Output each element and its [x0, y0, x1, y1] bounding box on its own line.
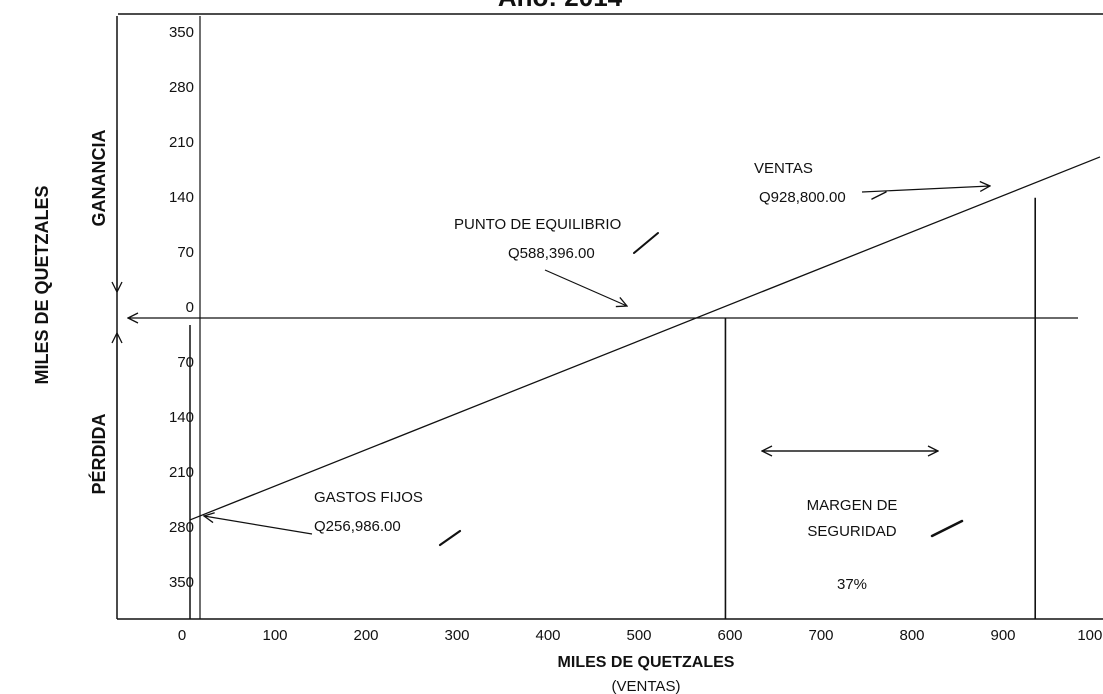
check-mark [438, 529, 462, 547]
x-tick-label: 500 [626, 627, 651, 644]
punto-equilibrio-label: PUNTO DE EQUILIBRIO [454, 216, 621, 233]
perdida-label: PÉRDIDA [88, 413, 109, 494]
x-tick-label: 700 [808, 627, 833, 644]
x-tick-labels: 0 100 200 300 400 500 600 700 800 900 1000 [178, 627, 1103, 644]
x-tick-label: 900 [990, 627, 1015, 644]
ventas-label: VENTAS [754, 160, 813, 177]
y-tick-label: 0 [186, 299, 194, 316]
x-axis-sublabel: (VENTAS) [612, 678, 681, 694]
gastos-fijos-arrow [204, 516, 313, 535]
check-mark [871, 191, 887, 200]
ganancia-label: GANANCIA [89, 130, 109, 227]
x-tick-label: 200 [353, 627, 378, 644]
x-tick-label: 400 [535, 627, 560, 644]
y-tick-label: 280 [169, 79, 194, 96]
punto-equilibrio-value: Q588,396.00 [508, 245, 595, 262]
gastos-fijos-label: GASTOS FIJOS [314, 489, 423, 506]
punto-equilibrio-arrow [544, 269, 627, 306]
y-axis-label: MILES DE QUETZALES [32, 185, 52, 384]
x-tick-label: 300 [444, 627, 469, 644]
y-tick-label: 280 [169, 519, 194, 536]
x-tick-label: 600 [717, 627, 742, 644]
y-tick-label: 70 [177, 244, 194, 261]
check-mark [633, 232, 659, 254]
y-tick-label: 140 [169, 409, 194, 426]
x-tick-label: 800 [899, 627, 924, 644]
x-tick-label: 100 [262, 627, 287, 644]
y-tick-label: 350 [169, 24, 194, 41]
gastos-fijos-value: Q256,986.00 [314, 518, 401, 535]
x-tick-label: 1000 [1077, 627, 1103, 644]
y-tick-label: 350 [169, 574, 194, 591]
x-tick-label: 0 [178, 627, 186, 644]
ventas-arrow [861, 186, 990, 193]
margen-label-2: SEGURIDAD [807, 523, 896, 540]
y-tick-label: 210 [169, 134, 194, 151]
y-tick-label: 70 [177, 354, 194, 371]
y-tick-labels: 350 280 210 140 70 0 70 140 210 280 350 [169, 24, 194, 591]
sales-line [189, 156, 1101, 521]
markers-layer [724, 197, 1037, 619]
chart-title: Año: 2014 [498, 0, 623, 12]
y-tick-label: 140 [169, 189, 194, 206]
margen-label-1: MARGEN DE [807, 497, 898, 514]
margen-percent: 37% [837, 576, 867, 593]
y-tick-label: 210 [169, 464, 194, 481]
x-axis-label: MILES DE QUETZALES [558, 654, 735, 671]
ventas-value: Q928,800.00 [759, 189, 846, 206]
check-mark [930, 519, 964, 538]
series-layer [189, 156, 1101, 521]
